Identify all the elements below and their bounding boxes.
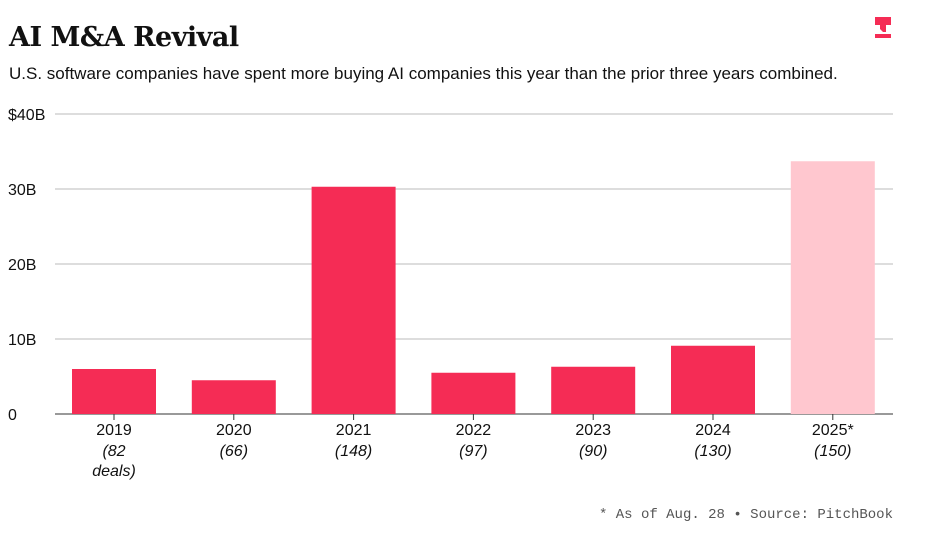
x-tick-label: 2025* (812, 422, 854, 439)
deal-count-label: (148) (335, 443, 372, 460)
y-tick-label: $40B (8, 107, 45, 124)
bar-2023 (551, 366, 636, 414)
x-tick-label: 2023 (575, 422, 611, 439)
logo-icon (875, 17, 891, 38)
x-tick-label: 2019 (96, 422, 132, 439)
deal-count-label: (150) (814, 443, 851, 460)
deal-count-label: (130) (694, 443, 731, 460)
x-tick-label: 2020 (216, 422, 252, 439)
source-note: * As of Aug. 28 • Source: PitchBook (598, 507, 893, 523)
deal-count-label: (66) (220, 443, 248, 460)
x-tick-label: 2022 (456, 422, 492, 439)
bar-2025* (790, 161, 875, 414)
y-tick-label: 30B (8, 182, 36, 199)
deal-count-label: (90) (579, 443, 607, 460)
bar-2020 (191, 380, 276, 414)
bar-2024 (671, 345, 755, 414)
deal-count-label: (97) (459, 443, 487, 460)
y-tick-label: 10B (8, 332, 36, 349)
x-tick-label: 2024 (695, 422, 731, 439)
deal-count-label: deals) (92, 463, 136, 480)
bar-2022 (431, 372, 516, 414)
bar-2019 (72, 369, 156, 414)
bar-2021 (311, 186, 396, 414)
x-tick-label: 2021 (336, 422, 372, 439)
y-tick-label: 0 (8, 407, 17, 424)
deal-count-label: (82 (102, 443, 125, 460)
y-tick-label: 20B (8, 257, 36, 274)
chart-title: AI M&A Revival (9, 22, 239, 53)
chart-subtitle: U.S. software companies have spent more … (9, 64, 838, 83)
